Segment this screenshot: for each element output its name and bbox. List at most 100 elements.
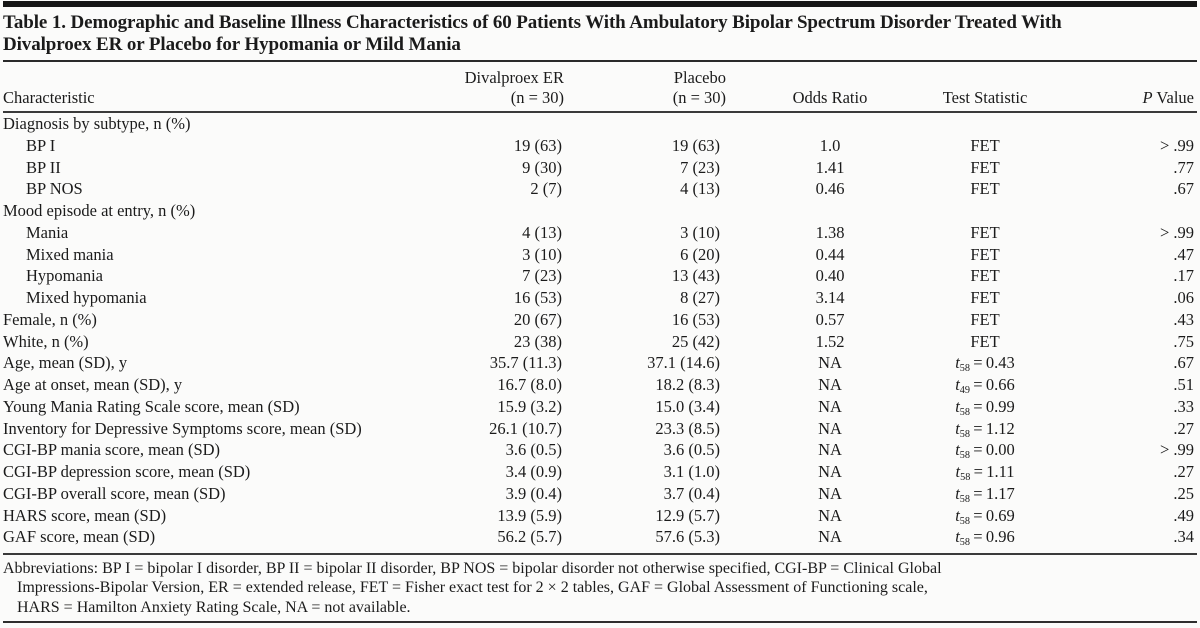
top-rule: [3, 1, 1197, 7]
cell-placebo: 3.1 (1.0): [663, 462, 720, 481]
cell-p-value: > .99: [1159, 222, 1194, 242]
cell-p-value: .43: [1173, 309, 1194, 329]
cell-odds-ratio: 0.46: [815, 179, 845, 199]
cell-p-value: .49: [1173, 505, 1194, 525]
p-value-italic-p: P: [1142, 88, 1153, 107]
table-row: Mixed mania 3 (10) 6 (20) 0.44 FET .47: [3, 244, 1197, 266]
cell-characteristic: CGI-BP mania score, mean (SD): [3, 440, 221, 460]
cell-p-value: .06: [1173, 288, 1194, 307]
cell-placebo: 18.2 (8.3): [655, 375, 720, 394]
abbreviations-footnote: Abbreviations: BP I = bipolar I disorder…: [3, 559, 1197, 617]
cell-odds-ratio: NA: [818, 418, 842, 438]
cell-characteristic: Age, mean (SD), y: [3, 353, 128, 373]
t-statistic-variable: t: [955, 505, 960, 525]
title-rule: [3, 60, 1197, 62]
t-statistic-variable: t: [955, 440, 960, 460]
t-statistic-df: 58: [959, 537, 970, 549]
t-statistic-variable: t: [955, 375, 960, 394]
cell-characteristic: BP II: [26, 157, 61, 177]
t-statistic-df: 58: [959, 428, 970, 440]
cell-odds-ratio: NA: [818, 462, 842, 481]
cell-placebo: 12.9 (5.7): [655, 505, 720, 525]
cell-odds-ratio: 0.44: [815, 244, 845, 264]
p-value-rest: Value: [1152, 88, 1194, 107]
cell-divalproex: 13.9 (5.9): [497, 505, 562, 525]
cell-characteristic: Female, n (%): [3, 309, 97, 329]
cell-odds-ratio: NA: [818, 483, 842, 503]
cell-p-value: .47: [1173, 244, 1194, 264]
table-row: Hypomania 7 (23) 13 (43) 0.40 FET .17: [3, 265, 1197, 287]
cell-divalproex: [458, 113, 570, 135]
table-row: CGI-BP overall score, mean (SD) 3.9 (0.4)…: [3, 483, 1197, 505]
cell-odds-ratio: NA: [818, 505, 842, 525]
table-row: HARS score, mean (SD) 13.9 (5.9) 12.9 (5.7…: [3, 505, 1197, 527]
cell-odds-ratio: 3.14: [815, 288, 845, 307]
cell-placebo: 3.7 (0.4): [663, 483, 720, 503]
cell-odds-ratio: 1.0: [819, 135, 841, 155]
cell-odds-ratio: NA: [818, 375, 842, 394]
table-row: BP I 19 (63) 19 (63) 1.0 FET > .99: [3, 135, 1197, 157]
cell-placebo: [570, 113, 750, 135]
cell-divalproex: 56.2 (5.7): [497, 527, 562, 547]
cell-p-value: .27: [1173, 418, 1194, 438]
table-row: Female, n (%) 20 (67) 16 (53) 0.57 FET .43: [3, 309, 1197, 331]
cell-divalproex: 15.9 (3.2): [497, 396, 562, 416]
cell-odds-ratio: 0.40: [815, 266, 845, 286]
cell-placebo: 13 (43): [671, 266, 720, 286]
cell-characteristic: Mania: [26, 222, 69, 242]
cell-placebo: 23.3 (8.5): [655, 418, 720, 438]
cell-p-value: > .99: [1159, 440, 1194, 460]
cell-characteristic: Age at onset, mean (SD), y: [3, 375, 183, 394]
t-statistic-variable: t: [955, 527, 960, 547]
cell-placebo: 3 (10): [680, 222, 720, 242]
column-header-odds-ratio: Odds Ratio: [792, 88, 868, 107]
cell-test-statistic: t58 = 0.69: [955, 505, 1015, 527]
cell-test-statistic: t49 = 0.66: [955, 375, 1015, 396]
t-statistic-variable: t: [955, 418, 960, 438]
table-row: BP II 9 (30) 7 (23) 1.41 FET .77: [3, 157, 1197, 179]
t-statistic-df: 49: [959, 384, 970, 396]
cell-odds-ratio: 1.52: [815, 331, 845, 351]
cell-test-statistic: FET: [970, 244, 1000, 264]
column-header-test-statistic: Test Statistic: [942, 88, 1028, 107]
cell-placebo: 8 (27): [680, 288, 720, 307]
cell-divalproex: 20 (67): [513, 309, 562, 329]
cell-placebo: 25 (42): [671, 331, 720, 351]
cell-divalproex: 26.1 (10.7): [489, 418, 562, 438]
table-row: Mood episode at entry, n (%): [3, 200, 1197, 222]
column-header-p-value: P Value: [1060, 88, 1197, 108]
cell-characteristic: White, n (%): [3, 331, 89, 351]
cell-placebo: 16 (53): [671, 309, 720, 329]
footnote-line: HARS = Hamilton Anxiety Rating Scale, NA…: [17, 598, 411, 616]
cell-odds-ratio: [750, 200, 910, 222]
cell-test-statistic: FET: [970, 222, 1000, 242]
cell-test-statistic: FET: [970, 288, 1000, 307]
cell-p-value: .33: [1173, 396, 1194, 416]
cell-test-statistic: [910, 200, 1060, 222]
column-header-divalproex: Divalproex ER (n = 30): [458, 68, 570, 108]
t-statistic-variable: t: [955, 396, 960, 416]
cell-p-value: .77: [1173, 157, 1194, 177]
column-header-placebo-n: (n = 30): [672, 88, 726, 107]
cell-p-value: .27: [1173, 462, 1194, 481]
cell-test-statistic: FET: [970, 135, 1000, 155]
column-header-divalproex-name: Divalproex ER: [464, 68, 564, 87]
cell-test-statistic: FET: [970, 157, 1000, 177]
t-statistic-df: 58: [959, 493, 970, 505]
cell-test-statistic: FET: [970, 309, 1000, 329]
table-row: GAF score, mean (SD) 56.2 (5.7) 57.6 (5.3)…: [3, 526, 1197, 548]
cell-divalproex: 2 (7): [530, 179, 562, 199]
cell-placebo: 6 (20): [680, 244, 720, 264]
cell-divalproex: 16.7 (8.0): [497, 375, 562, 394]
cell-characteristic: GAF score, mean (SD): [3, 527, 156, 547]
cell-divalproex: 35.7 (11.3): [489, 353, 562, 373]
cell-placebo: 15.0 (3.4): [655, 396, 720, 416]
t-statistic-variable: t: [955, 353, 960, 373]
cell-odds-ratio: [750, 113, 910, 135]
table-body: Diagnosis by subtype, n (%) BP I 19 (63) 19…: [3, 113, 1197, 548]
t-statistic-df: 58: [960, 471, 971, 483]
cell-divalproex: 23 (38): [513, 331, 562, 351]
cell-divalproex: 16 (53): [513, 288, 562, 307]
cell-p-value: > .99: [1159, 135, 1194, 155]
cell-characteristic: BP NOS: [26, 179, 83, 199]
